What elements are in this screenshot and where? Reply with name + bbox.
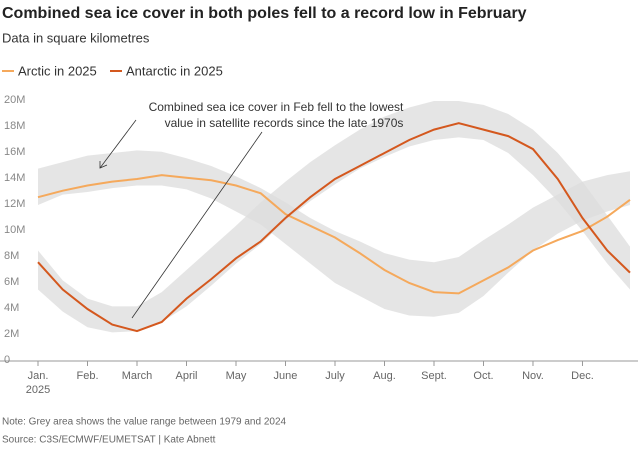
range-band xyxy=(38,150,630,317)
series-line xyxy=(37,122,631,333)
annotation: Combined sea ice cover in Feb fell to th… xyxy=(149,100,404,114)
chart-subtitle: Data in square kilometres xyxy=(2,30,150,45)
x-tick-label: June xyxy=(274,370,298,382)
x-tick-label: Jan. xyxy=(28,370,49,382)
y-tick-label: 18M xyxy=(4,120,25,132)
x-tick-label: July xyxy=(325,370,345,382)
y-tick-label: 12M xyxy=(4,198,25,210)
x-year-label: 2025 xyxy=(26,384,50,396)
chart-title: Combined sea ice cover in both poles fel… xyxy=(2,5,527,22)
x-tick-label: Dec. xyxy=(571,370,594,382)
arrow xyxy=(131,131,263,319)
x-tick-label: Nov. xyxy=(522,370,544,382)
arrow-head xyxy=(99,161,108,169)
x-tick-label: Feb. xyxy=(76,370,98,382)
x-tick-label: April xyxy=(175,370,197,382)
y-tick-label: 2M xyxy=(4,328,19,340)
x-tick-label: May xyxy=(226,370,247,382)
source: Source: C3S/ECMWF/EUMETSAT | Kate Abnett xyxy=(2,435,216,446)
y-tick-label: 20M xyxy=(4,94,25,106)
annotation-arrows xyxy=(99,119,263,319)
y-tick-label: 14M xyxy=(4,172,25,184)
x-tick-label: March xyxy=(122,370,153,382)
y-tick-label: 10M xyxy=(4,224,25,236)
legend-label: Antarctic in 2025 xyxy=(126,63,223,78)
y-tick-label: 8M xyxy=(4,250,19,262)
labels: 0 2M 4M 6M 8M 10M 12M 14M 16M 18M 20M Jan. 2025 Feb. M… xyxy=(2,63,594,396)
plot-area xyxy=(0,101,638,366)
y-tick-label: 16M xyxy=(4,146,25,158)
annotation: value in satellite records since the lat… xyxy=(165,116,404,130)
y-tick-label: 0 xyxy=(4,354,10,366)
note: Note: Grey area shows the value range be… xyxy=(2,417,287,428)
x-tick-label: Oct. xyxy=(473,370,493,382)
series-line xyxy=(37,174,631,295)
y-tick-label: 6M xyxy=(4,276,19,288)
x-tick-label: Aug. xyxy=(373,370,396,382)
legend-label: Arctic in 2025 xyxy=(18,63,97,78)
range-band xyxy=(38,101,630,333)
arrow xyxy=(99,119,137,169)
y-tick-label: 4M xyxy=(4,302,19,314)
x-tick-label: Sept. xyxy=(421,370,447,382)
